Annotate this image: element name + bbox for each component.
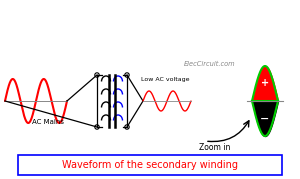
Text: AC Mains: AC Mains xyxy=(32,119,64,125)
Text: +: + xyxy=(261,79,269,88)
Text: Waveform of the secondary winding: Waveform of the secondary winding xyxy=(62,160,238,170)
FancyBboxPatch shape xyxy=(18,155,282,175)
Text: Low AC voltage: Low AC voltage xyxy=(141,76,189,81)
Text: Zoom in: Zoom in xyxy=(199,142,231,151)
Text: ElecCircuit.com: ElecCircuit.com xyxy=(184,61,236,67)
Text: −: − xyxy=(260,113,270,124)
